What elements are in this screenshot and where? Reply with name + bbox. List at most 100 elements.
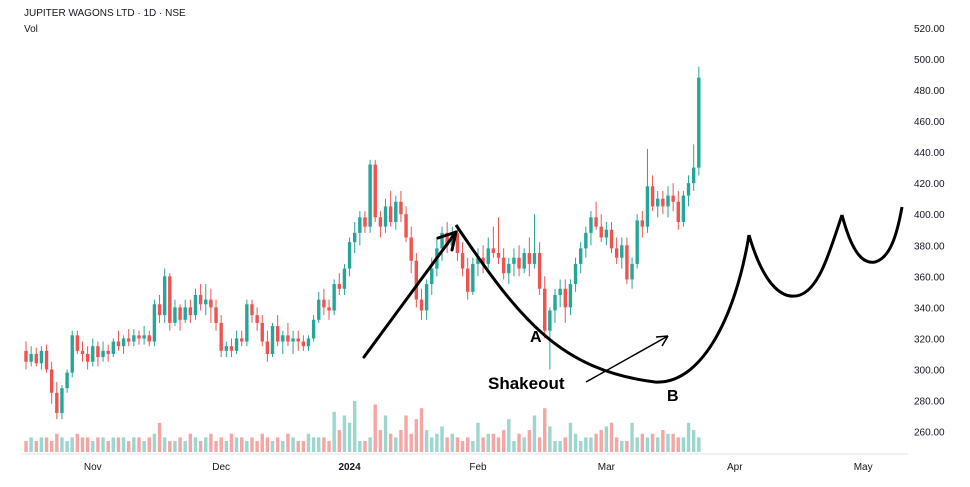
volume-bar xyxy=(522,437,526,452)
candle-body xyxy=(548,310,552,331)
candle-body xyxy=(691,167,696,184)
candle-body xyxy=(121,338,126,347)
volume-bar xyxy=(322,437,326,452)
candle-body xyxy=(347,242,352,269)
candle-body xyxy=(614,248,619,258)
candle-body xyxy=(270,326,275,354)
volume-bar xyxy=(286,433,290,452)
volume-bar xyxy=(301,441,306,452)
volume-bar xyxy=(75,433,80,452)
candle-body xyxy=(106,350,110,354)
y-tick-label: 320.00 xyxy=(914,334,945,345)
candle-body xyxy=(686,183,691,196)
volume-bar xyxy=(291,437,295,452)
volume-bar xyxy=(60,437,64,452)
volume-bar xyxy=(465,437,470,452)
x-tick-label: 2024 xyxy=(338,462,361,473)
volume-bar xyxy=(368,437,372,452)
candle-body xyxy=(440,232,444,249)
volume-bar xyxy=(430,437,434,452)
candle-body xyxy=(656,198,660,207)
candle-body xyxy=(460,253,465,269)
candle-body xyxy=(471,263,475,292)
volume-label: Vol xyxy=(24,24,38,35)
annotation-b: B xyxy=(667,388,679,405)
volume-bar xyxy=(409,433,413,452)
candle-body xyxy=(424,284,429,311)
candle-body xyxy=(558,288,562,295)
volume-bar xyxy=(281,441,285,452)
volume-bar xyxy=(697,437,701,452)
candle-body xyxy=(49,369,54,393)
candle-body xyxy=(39,350,44,364)
volume-bar xyxy=(471,441,475,452)
candle-body xyxy=(91,346,95,362)
volume-bar xyxy=(306,433,311,452)
candle-body xyxy=(275,326,280,342)
candles-layer xyxy=(24,66,701,420)
volume-bar xyxy=(358,441,362,452)
candle-body xyxy=(116,341,121,347)
volume-bar xyxy=(640,433,645,452)
y-tick-label: 340.00 xyxy=(914,303,945,314)
volume-bar xyxy=(614,437,619,452)
volume-bar xyxy=(127,441,131,452)
candle-body xyxy=(75,335,80,351)
volume-bar xyxy=(317,437,321,452)
candle-body xyxy=(322,299,326,308)
candle-body xyxy=(399,201,403,215)
candle-body xyxy=(486,248,490,264)
candle-body xyxy=(681,195,686,222)
candle-body xyxy=(306,338,311,347)
candle-body xyxy=(604,229,609,238)
candle-body xyxy=(101,350,105,358)
candle-body xyxy=(157,304,162,316)
candle-body xyxy=(594,217,598,227)
y-tick-label: 440.00 xyxy=(914,148,945,159)
candle-body xyxy=(24,350,28,362)
candle-body xyxy=(481,257,485,264)
candle-body xyxy=(301,341,306,347)
candle-body xyxy=(496,253,501,258)
candle-body xyxy=(383,206,388,227)
volume-bar xyxy=(137,437,141,452)
candle-body xyxy=(327,307,331,311)
volume-bar xyxy=(501,430,506,452)
candle-body xyxy=(666,195,670,207)
volume-bar xyxy=(584,437,588,452)
volume-bar xyxy=(666,433,670,452)
candle-body xyxy=(60,388,64,413)
candle-body xyxy=(55,392,59,413)
candle-body xyxy=(147,335,151,342)
volume-bar xyxy=(55,433,59,452)
candle-body xyxy=(234,338,239,351)
x-tick-label: Mar xyxy=(598,462,616,473)
candle-body xyxy=(630,263,634,280)
volume-bar xyxy=(573,433,578,452)
volume-bar xyxy=(311,437,316,452)
volume-bar xyxy=(399,430,403,452)
volume-bar xyxy=(553,441,557,452)
volume-bar xyxy=(609,422,614,452)
volume-bar xyxy=(543,408,547,452)
candle-body xyxy=(476,257,480,264)
x-tick-label: Feb xyxy=(469,462,487,473)
volume-bar xyxy=(645,437,650,452)
candle-body xyxy=(296,338,300,342)
candle-body xyxy=(224,346,229,351)
candle-body xyxy=(80,350,85,354)
candle-body xyxy=(414,260,419,300)
axes-layer: 260.00 280.00 300.00 320.00 340.00 360.00 380.… xyxy=(22,24,945,473)
volume-bar xyxy=(481,437,485,452)
volume-bar xyxy=(198,441,203,452)
x-tick-label: May xyxy=(854,462,873,473)
volume-bar xyxy=(568,422,573,452)
volume-bar xyxy=(327,441,331,452)
candle-body xyxy=(337,284,341,289)
volume-bar xyxy=(116,437,121,452)
candle-body xyxy=(198,294,203,305)
volume-bar xyxy=(512,441,516,452)
y-tick-label: 520.00 xyxy=(914,24,945,35)
volume-bar xyxy=(24,441,28,452)
volume-bar xyxy=(106,441,110,452)
